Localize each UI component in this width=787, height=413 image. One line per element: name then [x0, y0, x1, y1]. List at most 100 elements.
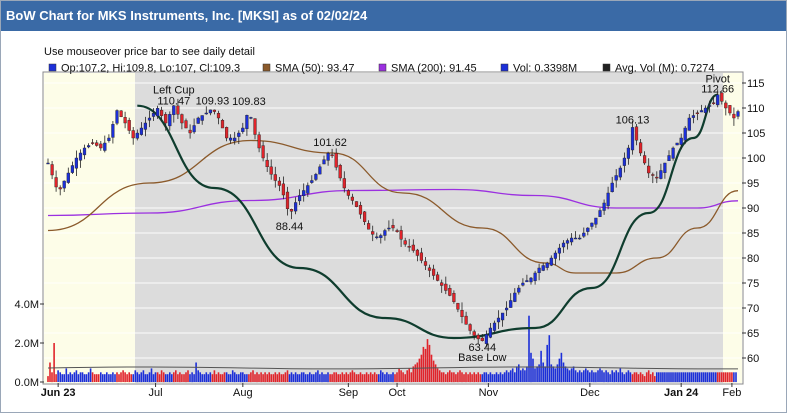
price-bar[interactable]	[639, 139, 643, 156]
price-bar[interactable]	[432, 264, 436, 280]
price-bar[interactable]	[302, 183, 306, 202]
price-bar[interactable]	[513, 288, 517, 303]
price-bar[interactable]	[318, 164, 322, 175]
price-bar[interactable]	[379, 233, 383, 244]
price-bar[interactable]	[371, 225, 375, 242]
price-bar[interactable]	[440, 279, 444, 293]
price-bar[interactable]	[265, 153, 269, 172]
price-bar[interactable]	[180, 113, 184, 130]
price-bar[interactable]	[119, 110, 123, 118]
price-bar[interactable]	[200, 115, 204, 125]
price-bar[interactable]	[712, 95, 716, 105]
price-bar[interactable]	[269, 159, 273, 180]
price-bar[interactable]	[549, 255, 553, 267]
price-bar[interactable]	[724, 100, 728, 116]
price-bar[interactable]	[277, 177, 281, 192]
price-bar[interactable]	[501, 312, 505, 327]
price-bar[interactable]	[675, 142, 679, 146]
price-bar[interactable]	[391, 218, 395, 232]
price-bar[interactable]	[322, 155, 326, 165]
price-bar[interactable]	[663, 162, 667, 179]
price-bar[interactable]	[687, 114, 691, 131]
price-bar[interactable]	[537, 263, 541, 281]
price-bar[interactable]	[90, 139, 95, 145]
price-bar[interactable]	[103, 135, 107, 153]
price-bar[interactable]	[58, 185, 62, 196]
price-bar[interactable]	[448, 284, 452, 297]
price-bar[interactable]	[545, 261, 549, 271]
price-bar[interactable]	[582, 227, 586, 238]
price-bar[interactable]	[679, 133, 683, 150]
price-bar[interactable]	[127, 117, 131, 134]
price-bar[interactable]	[436, 271, 440, 282]
price-bar[interactable]	[651, 172, 655, 184]
price-bar[interactable]	[78, 149, 83, 168]
price-bar[interactable]	[472, 329, 476, 340]
price-bar[interactable]	[728, 105, 732, 116]
price-bar[interactable]	[155, 105, 160, 119]
price-bar[interactable]	[176, 98, 180, 119]
price-bar[interactable]	[46, 158, 50, 165]
price-bar[interactable]	[565, 238, 570, 250]
price-bar[interactable]	[253, 118, 257, 140]
price-bar[interactable]	[168, 111, 172, 131]
price-bar[interactable]	[699, 104, 704, 113]
price-bar[interactable]	[720, 90, 724, 105]
price-bar[interactable]	[281, 176, 285, 200]
price-bar[interactable]	[464, 311, 468, 325]
price-bar[interactable]	[184, 118, 188, 129]
price-bar[interactable]	[415, 248, 419, 262]
price-bar[interactable]	[306, 182, 310, 197]
price-bar[interactable]	[480, 334, 484, 342]
price-bar[interactable]	[618, 165, 622, 181]
price-bar[interactable]	[643, 151, 647, 165]
price-bar[interactable]	[147, 110, 152, 128]
price-bar[interactable]	[655, 171, 659, 184]
price-bar[interactable]	[671, 146, 675, 161]
price-bar[interactable]	[289, 208, 294, 220]
price-bar[interactable]	[647, 158, 651, 178]
price-bar[interactable]	[358, 201, 363, 219]
price-bar[interactable]	[143, 116, 147, 137]
price-bar[interactable]	[375, 232, 379, 240]
price-bar[interactable]	[659, 163, 663, 180]
price-bar[interactable]	[342, 171, 346, 193]
price-bar[interactable]	[188, 124, 192, 139]
price-bar[interactable]	[196, 116, 200, 124]
price-bar[interactable]	[314, 172, 318, 181]
price-bar[interactable]	[249, 116, 253, 120]
price-bar[interactable]	[334, 148, 338, 171]
price-bar[interactable]	[70, 161, 74, 174]
price-bar[interactable]	[216, 110, 221, 125]
price-bar[interactable]	[241, 122, 245, 134]
price-bar[interactable]	[399, 225, 403, 247]
price-bar[interactable]	[736, 109, 740, 120]
price-bar[interactable]	[257, 131, 261, 153]
price-bar[interactable]	[82, 144, 87, 160]
price-bar[interactable]	[383, 228, 387, 241]
price-bar[interactable]	[634, 124, 639, 146]
price-bar[interactable]	[732, 107, 736, 126]
price-bar[interactable]	[233, 131, 237, 145]
price-bar[interactable]	[350, 193, 354, 205]
price-bar[interactable]	[208, 109, 212, 116]
price-bar[interactable]	[553, 250, 557, 266]
price-bar[interactable]	[407, 238, 411, 252]
price-bar[interactable]	[667, 150, 671, 162]
price-bar[interactable]	[590, 222, 594, 230]
price-bar[interactable]	[363, 211, 367, 225]
price-bar[interactable]	[574, 231, 578, 240]
price-bar[interactable]	[521, 278, 525, 287]
price-bars[interactable]	[46, 89, 740, 348]
price-bar[interactable]	[354, 201, 359, 208]
price-bar[interactable]	[338, 163, 342, 181]
price-bar[interactable]	[423, 257, 428, 270]
price-bar[interactable]	[427, 264, 432, 278]
price-bar[interactable]	[586, 227, 590, 236]
price-bar[interactable]	[488, 323, 492, 339]
price-bar[interactable]	[460, 302, 464, 324]
price-bar[interactable]	[261, 141, 265, 162]
price-bar[interactable]	[456, 302, 460, 313]
price-bar[interactable]	[131, 127, 135, 145]
price-bar[interactable]	[387, 220, 391, 232]
